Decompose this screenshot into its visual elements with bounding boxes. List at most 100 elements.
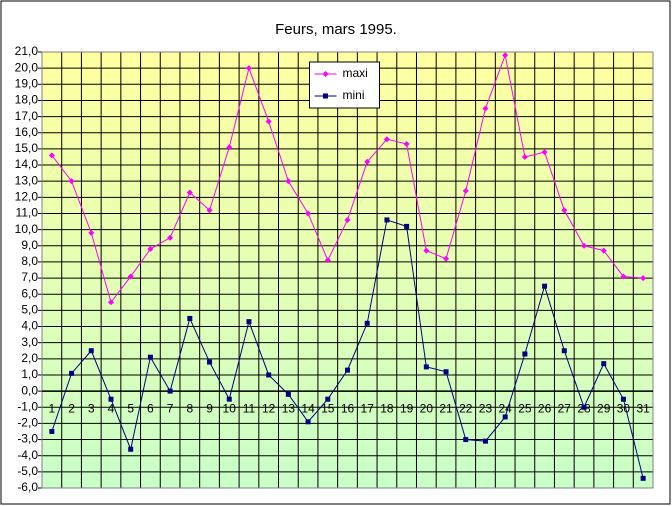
marker	[186, 189, 193, 196]
marker	[384, 217, 390, 223]
y-tick-label: 20,0	[15, 60, 39, 74]
marker	[443, 255, 450, 262]
marker	[383, 136, 390, 143]
x-tick-label: 2	[68, 401, 75, 415]
marker	[423, 247, 430, 254]
marker	[69, 370, 75, 376]
marker	[325, 396, 331, 402]
x-tick-label: 11	[243, 401, 256, 415]
marker	[601, 361, 607, 367]
y-tick-label: 11,0	[16, 206, 39, 220]
marker	[541, 149, 548, 156]
x-tick-label: 25	[518, 401, 532, 415]
marker	[207, 359, 213, 365]
x-tick-label: 1	[49, 401, 56, 415]
x-tick-label: 3	[88, 401, 95, 415]
marker	[640, 475, 646, 481]
marker	[265, 118, 272, 125]
marker	[128, 446, 134, 452]
x-tick-label: 18	[380, 401, 394, 415]
marker	[187, 315, 193, 321]
marker	[502, 52, 509, 59]
legend-box	[309, 61, 380, 109]
marker	[463, 437, 469, 443]
marker	[403, 141, 410, 148]
marker	[48, 152, 55, 159]
legend-marker	[323, 93, 328, 99]
x-tick-label: 6	[147, 401, 154, 415]
marker	[581, 242, 588, 249]
y-tick-label: 18,0	[15, 93, 39, 107]
marker	[305, 419, 311, 425]
y-tick-label: 3,0	[21, 335, 38, 349]
plot-background	[42, 52, 653, 488]
x-tick-label: 26	[538, 401, 552, 415]
marker	[167, 388, 173, 394]
x-tick-label: 17	[361, 401, 375, 415]
y-tick-label: 5,0	[21, 303, 38, 317]
marker	[226, 396, 232, 402]
y-tick-label: 19,0	[15, 76, 39, 90]
y-tick-label: 7,0	[21, 270, 38, 284]
marker	[364, 320, 370, 326]
marker	[107, 299, 114, 306]
marker	[600, 247, 607, 254]
marker	[88, 348, 94, 354]
x-tick-label: 15	[321, 401, 335, 415]
x-tick-label: 13	[282, 401, 296, 415]
marker	[640, 275, 647, 282]
x-tick-label: 21	[439, 401, 453, 415]
y-tick-label: -4,0	[17, 448, 38, 462]
x-tick-label: 16	[341, 401, 355, 415]
marker	[521, 153, 528, 160]
marker	[147, 354, 153, 360]
marker	[404, 223, 410, 229]
y-tick-label: 15,0	[15, 141, 39, 155]
y-tick-label: -6,0	[17, 480, 38, 494]
marker	[581, 404, 587, 410]
plot-border	[41, 51, 654, 489]
marker	[345, 367, 350, 373]
marker	[561, 348, 567, 354]
y-tick-label: 13,0	[15, 173, 39, 187]
y-tick-label: 16,0	[15, 125, 39, 139]
x-tick-label: 20	[420, 401, 434, 415]
marker	[542, 283, 548, 289]
y-tick-label: 17,0	[15, 109, 39, 123]
marker	[443, 369, 449, 375]
x-tick-label: 27	[558, 401, 572, 415]
y-tick-label: 1,0	[21, 367, 38, 381]
x-tick-label: 5	[127, 401, 134, 415]
x-tick-label: 7	[167, 401, 174, 415]
marker	[167, 234, 174, 241]
marker	[127, 273, 134, 280]
marker	[49, 428, 55, 434]
marker	[561, 207, 568, 214]
x-tick-label: 30	[617, 401, 631, 415]
x-tick-label: 29	[597, 401, 611, 415]
x-tick-label: 31	[636, 401, 650, 415]
x-tick-label: 8	[186, 401, 193, 415]
x-tick-label: 9	[206, 401, 213, 415]
marker	[462, 187, 469, 194]
x-tick-label: 24	[498, 401, 512, 415]
y-tick-label: -3,0	[17, 432, 38, 446]
marker	[206, 207, 213, 214]
x-tick-label: 12	[262, 401, 276, 415]
x-tick-label: 4	[108, 401, 115, 415]
y-tick-label: 21,0	[15, 44, 39, 58]
x-tick-label: 23	[479, 401, 493, 415]
y-tick-label: -5,0	[17, 464, 38, 478]
y-tick-label: 12,0	[15, 190, 39, 204]
marker	[266, 372, 272, 378]
chart-title: Feurs, mars 1995.	[275, 21, 397, 38]
marker	[147, 246, 154, 253]
x-tick-label: 14	[301, 401, 315, 415]
marker	[344, 216, 351, 223]
marker	[482, 438, 488, 444]
marker	[502, 414, 508, 420]
marker	[245, 65, 252, 72]
y-tick-label: 8,0	[21, 254, 38, 268]
marker	[226, 144, 233, 151]
